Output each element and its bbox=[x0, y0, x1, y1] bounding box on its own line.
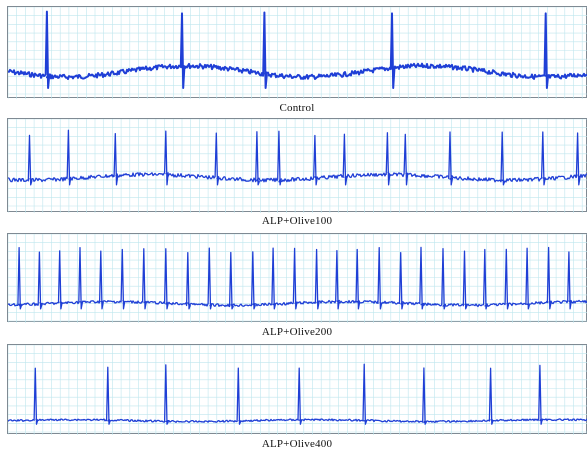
ecg-trace-svg bbox=[8, 345, 587, 435]
grid bbox=[8, 7, 587, 99]
chart-caption: ALP+Olive200 bbox=[261, 326, 333, 338]
ecg-strip bbox=[7, 118, 587, 213]
grid bbox=[8, 119, 587, 213]
ecg-trace-svg bbox=[8, 234, 587, 323]
ecg-strip bbox=[7, 6, 587, 99]
chart-caption: ALP+Olive100 bbox=[261, 215, 333, 227]
chart-caption: Control bbox=[279, 102, 315, 114]
ecg-trace-svg bbox=[8, 119, 587, 213]
grid bbox=[8, 234, 587, 323]
ecg-series-line bbox=[8, 10, 587, 89]
grid bbox=[8, 345, 587, 435]
ecg-series-line bbox=[8, 363, 587, 425]
ecg-trace-svg bbox=[8, 7, 587, 99]
ecg-series-line bbox=[8, 129, 587, 186]
ecg-strip bbox=[7, 344, 587, 435]
ecg-strip bbox=[7, 233, 587, 323]
chart-caption: ALP+Olive400 bbox=[261, 438, 333, 450]
ecg-series-line bbox=[8, 246, 587, 310]
